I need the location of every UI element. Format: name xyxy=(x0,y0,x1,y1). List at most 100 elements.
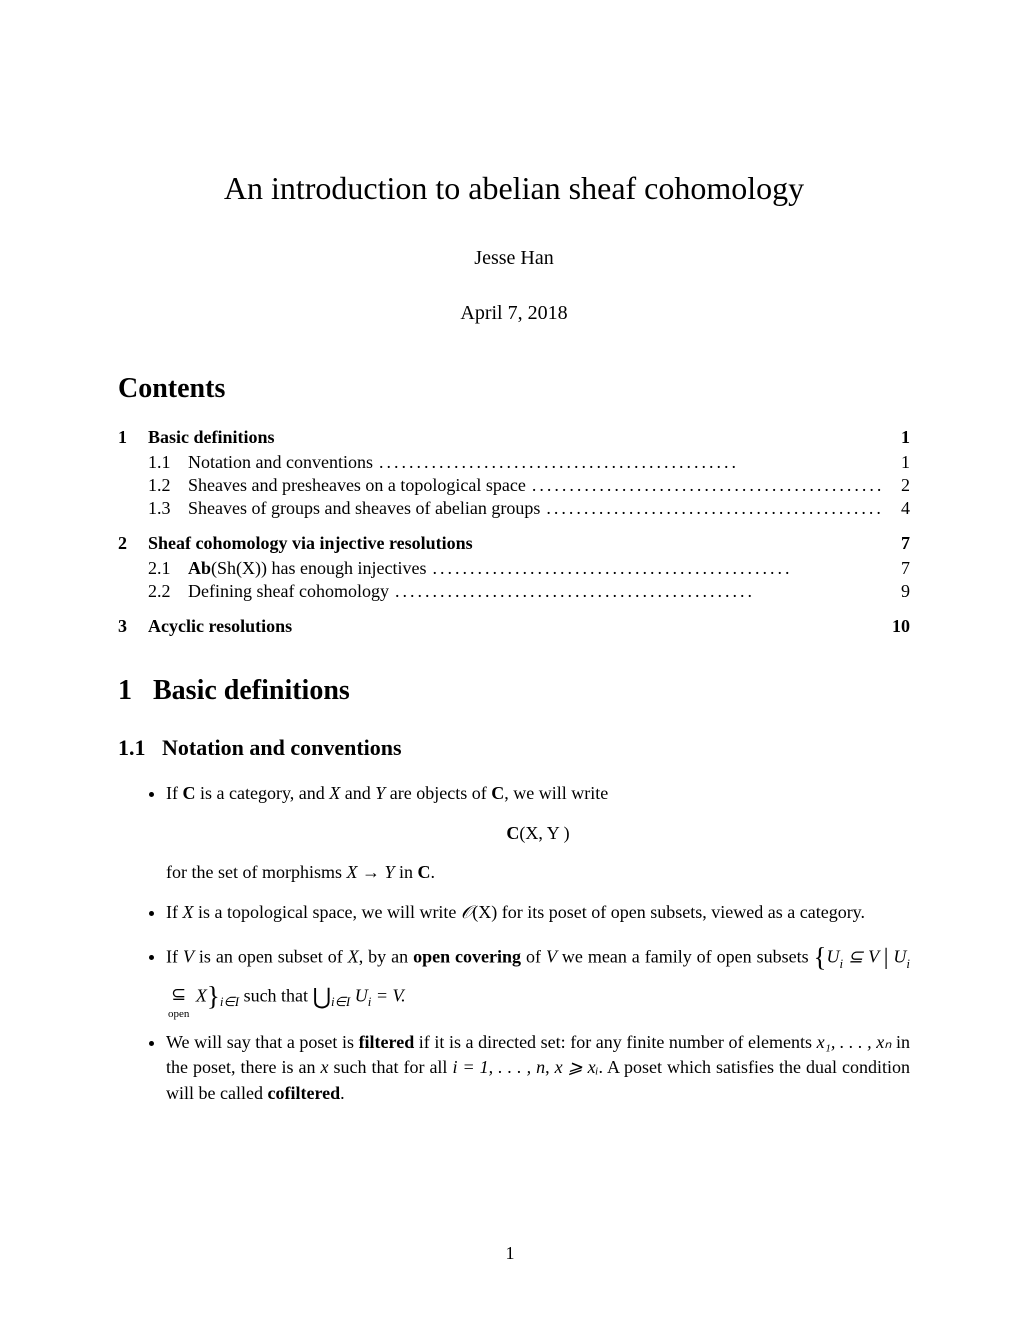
math-x: X xyxy=(348,946,359,966)
math-subset-v: ⊆ V xyxy=(843,946,884,966)
text: If xyxy=(166,783,183,803)
toc-dots: ........................................… xyxy=(389,581,882,602)
open-label: open xyxy=(168,1008,189,1020)
union-symbol: ⋃ xyxy=(313,984,331,1009)
toc-subsection-number: 1.3 xyxy=(148,498,188,519)
text: We will say that a poset is xyxy=(166,1032,359,1052)
toc-section-number: 1 xyxy=(118,427,148,448)
toc-section-number: 2 xyxy=(118,533,148,554)
text: is a topological space, we will write xyxy=(194,902,461,922)
section-number: 1 xyxy=(118,675,132,706)
toc-subsection: 2.2 Defining sheaf cohomology ..........… xyxy=(118,581,910,602)
text: If xyxy=(166,946,183,966)
section-heading: 1 Basic definitions xyxy=(118,675,910,707)
toc-subsection-title: Defining sheaf cohomology xyxy=(188,581,389,602)
toc-page-number: 7 xyxy=(882,533,910,554)
math-u: U xyxy=(355,985,368,1005)
text: is a category, and xyxy=(196,783,330,803)
text: are objects of xyxy=(385,783,491,803)
sub-i: i xyxy=(906,956,910,971)
page-number: 1 xyxy=(0,1243,1020,1264)
toc-subsection: 1.3 Sheaves of groups and sheaves of abe… xyxy=(118,498,910,519)
sub-iI: i∈I xyxy=(220,994,239,1009)
toc-dots: ........................................… xyxy=(373,452,882,473)
toc-spacer xyxy=(292,616,882,637)
math-x: X xyxy=(191,985,207,1005)
cofiltered-term: cofiltered xyxy=(267,1083,340,1103)
toc-page-number: 2 xyxy=(882,475,910,496)
math-arrow: X → Y xyxy=(346,862,394,882)
math-c: C xyxy=(491,783,504,803)
bar: | xyxy=(884,944,889,970)
text: of xyxy=(521,946,546,966)
math-u: U xyxy=(893,946,906,966)
sub-i: i xyxy=(840,956,844,971)
toc-subsection: 2.1 Ab(Sh(X)) has enough injectives ....… xyxy=(118,558,910,579)
sub-i: i xyxy=(368,994,372,1009)
math-x1xn: x₁, . . . , xₙ xyxy=(817,1032,892,1052)
text: such that xyxy=(239,985,313,1005)
filtered-term: filtered xyxy=(359,1032,415,1052)
math-i1n: i = 1, . . . , n xyxy=(452,1057,545,1077)
list-item: If X is a topological space, we will wri… xyxy=(166,900,910,926)
math-y: Y xyxy=(375,783,385,803)
list-item: If C is a category, and X and Y are obje… xyxy=(166,781,910,886)
toc-page-number: 4 xyxy=(882,498,910,519)
math-geq: x ⩾ xᵢ xyxy=(555,1057,599,1077)
sub-iI: i∈I xyxy=(331,994,350,1009)
toc-page-number: 9 xyxy=(882,581,910,602)
ab-rest: (Sh(X)) has enough injectives xyxy=(211,558,426,578)
document-title: An introduction to abelian sheaf cohomol… xyxy=(118,170,910,207)
text: , by an xyxy=(359,946,413,966)
math-args: (X, Y ) xyxy=(519,823,569,843)
text: . xyxy=(340,1083,345,1103)
text: , xyxy=(545,1057,555,1077)
text: is an open subset of xyxy=(194,946,348,966)
subsection-number: 1.1 xyxy=(118,735,146,760)
text: in xyxy=(395,862,418,882)
toc-subsection-number: 2.2 xyxy=(148,581,188,602)
toc-subsection: 1.2 Sheaves and presheaves on a topologi… xyxy=(118,475,910,496)
table-of-contents: 1 Basic definitions 1 1.1 Notation and c… xyxy=(118,427,910,637)
toc-subsection-title: Sheaves and presheaves on a topological … xyxy=(188,475,526,496)
toc-subsection-number: 2.1 xyxy=(148,558,188,579)
subsection-heading: 1.1 Notation and conventions xyxy=(118,735,910,761)
math-c: C xyxy=(418,862,431,882)
toc-page-number: 10 xyxy=(882,616,910,637)
text: . xyxy=(431,862,436,882)
brace-right: } xyxy=(207,981,220,1011)
text: if it is a directed set: for any finite … xyxy=(414,1032,816,1052)
math-c: C xyxy=(506,823,519,843)
toc-section-number: 3 xyxy=(118,616,148,637)
toc-page-number: 7 xyxy=(882,558,910,579)
bullet-list: If C is a category, and X and Y are obje… xyxy=(118,781,910,1106)
math-v: V xyxy=(546,946,557,966)
text: we mean a family of open subsets xyxy=(557,946,814,966)
subsection-title: Notation and conventions xyxy=(162,735,402,760)
text: for its poset of open subsets, viewed as… xyxy=(497,902,865,922)
subset-symbol: ⊆ xyxy=(171,984,186,1004)
toc-spacer xyxy=(275,427,882,448)
math-x: X xyxy=(183,902,194,922)
toc-spacer xyxy=(473,533,882,554)
math-script-o: 𝒪 xyxy=(461,902,472,922)
text: and xyxy=(340,783,375,803)
section-title: Basic definitions xyxy=(153,675,350,706)
toc-subsection-title: Sheaves of groups and sheaves of abelian… xyxy=(188,498,540,519)
toc-section-title: Acyclic resolutions xyxy=(148,616,292,637)
toc-subsection-title: Ab(Sh(X)) has enough injectives xyxy=(188,558,426,579)
subset-open: ⊆ open xyxy=(168,986,189,1020)
math-x: X xyxy=(329,783,340,803)
toc-subsection-title: Notation and conventions xyxy=(188,452,373,473)
math-v: V xyxy=(183,946,194,966)
toc-subsection-number: 1.2 xyxy=(148,475,188,496)
toc-page-number: 1 xyxy=(882,452,910,473)
text: such that for all xyxy=(328,1057,452,1077)
open-covering-term: open covering xyxy=(413,946,521,966)
math-display: C(X, Y ) xyxy=(166,821,910,847)
toc-section-title: Sheaf cohomology via injective resolutio… xyxy=(148,533,473,554)
text: , we will write xyxy=(504,783,608,803)
document-page: An introduction to abelian sheaf cohomol… xyxy=(0,0,1020,1320)
toc-dots: ........................................… xyxy=(426,558,882,579)
text: If xyxy=(166,902,183,922)
